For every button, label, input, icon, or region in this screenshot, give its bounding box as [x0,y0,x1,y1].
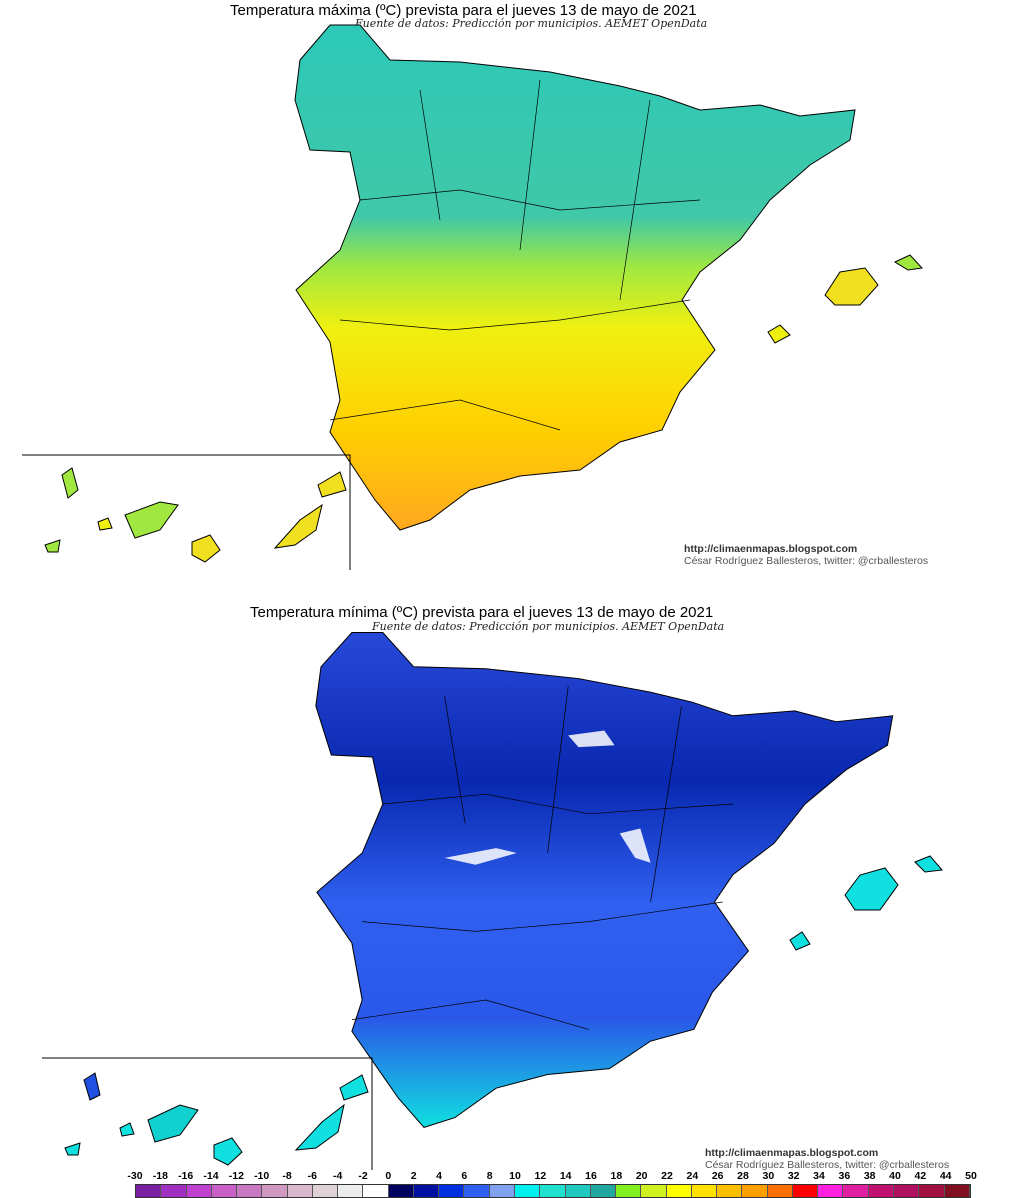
legend-swatch [818,1185,844,1197]
legend-label: 24 [686,1170,699,1182]
legend-label: 16 [585,1170,597,1182]
legend-swatch [388,1185,414,1197]
credit-author: César Rodríguez Ballesteros, twitter: @c… [705,1159,950,1171]
legend-swatch [944,1185,970,1197]
legend-swatch [363,1185,389,1197]
legend-swatch [767,1185,793,1197]
map-min-islands [42,855,943,1170]
legend-label: -6 [307,1170,317,1182]
legend-label: 30 [762,1170,775,1182]
legend-label: 12 [534,1170,547,1182]
legend-label: 18 [610,1170,623,1182]
legend-label: 20 [635,1170,648,1182]
legend-swatch [211,1185,238,1197]
legend-swatch [413,1185,440,1197]
legend-swatch [666,1185,692,1197]
legend-label: 26 [711,1170,724,1182]
credit-url[interactable]: http://climaenmapas.blogspot.com [684,543,858,555]
map-source-max: Fuente de datos: Predicción por municipi… [355,17,708,30]
legend-swatch [540,1185,566,1197]
legend-label: -4 [332,1170,343,1182]
legend-label: 40 [889,1170,901,1182]
legend-swatch [262,1185,288,1197]
legend-swatch [792,1185,819,1197]
legend-swatch [717,1185,743,1197]
legend-swatch [843,1185,869,1197]
legend-swatch [439,1185,465,1197]
legend-swatch [136,1185,162,1197]
credit-max: http://climaenmapas.blogspot.com César R… [684,543,928,567]
credit-min: http://climaenmapas.blogspot.com César R… [705,1147,949,1171]
legend-label: 36 [838,1170,851,1182]
map-source-min: Fuente de datos: Predicción por municipi… [372,620,725,633]
legend-label: -10 [254,1170,270,1182]
legend-swatch [464,1185,490,1197]
canary-islands-max [44,467,347,563]
legend-label: -2 [358,1170,368,1182]
map-min [315,631,894,1128]
legend-boxes [135,1184,971,1198]
legend-swatch [565,1185,591,1197]
legend-label: -14 [203,1170,219,1182]
legend-label: 10 [509,1170,521,1182]
legend-label: 0 [385,1170,392,1182]
legend-swatch [489,1185,515,1197]
legend-label: -8 [282,1170,292,1182]
legend-swatch [590,1185,617,1197]
legend-swatch [919,1185,945,1197]
legend-swatch [312,1185,339,1197]
legend-swatch [893,1185,920,1197]
credit-author: César Rodríguez Ballesteros, twitter: @c… [684,555,929,567]
legend-swatch [868,1185,894,1197]
legend-label: -12 [228,1170,244,1182]
legend-label: 28 [737,1170,749,1182]
legend-swatch [641,1185,667,1197]
legend-swatch [237,1185,263,1197]
legend-labels: -30 -18 -16 -14 -12 -10 -8 -6 -4 -2 0 2 4 6 8 10 12 14 16 1… [127,1170,976,1184]
legend-label: 8 [486,1170,493,1182]
legend-swatch [616,1185,642,1197]
map-max [22,24,924,570]
map-title-max: Temperatura máxima (ºC) prevista para el… [230,2,697,19]
legend-swatch [161,1185,187,1197]
legend-label: -16 [178,1170,194,1182]
legend-label: -18 [152,1170,168,1182]
legend-swatch [742,1185,768,1197]
legend-label: 22 [661,1170,673,1182]
legend-label: 44 [939,1170,952,1182]
legend-label: 14 [559,1170,572,1182]
legend-label: 38 [863,1170,876,1182]
map-title-min: Temperatura mínima (ºC) prevista para el… [250,604,714,621]
legend-label: -30 [127,1170,143,1182]
legend-label: 32 [787,1170,800,1182]
legend-swatch [691,1185,718,1197]
legend-swatch [338,1185,364,1197]
credit-url[interactable]: http://climaenmapas.blogspot.com [705,1147,879,1159]
legend-label: 4 [436,1170,442,1182]
legend-swatch [514,1185,541,1197]
legend-label: 34 [813,1170,825,1182]
legend-swatch [186,1185,212,1197]
legend-label: 2 [410,1170,417,1182]
legend-label: 42 [914,1170,927,1182]
legend-swatch [287,1185,313,1197]
color-legend: -30 -18 -16 -14 -12 -10 -8 -6 -4 -2 0 2 4 6 8 10 12 14 16 1… [127,1170,977,1198]
legend-label: 6 [461,1170,468,1182]
legend-label: 50 [965,1170,977,1182]
